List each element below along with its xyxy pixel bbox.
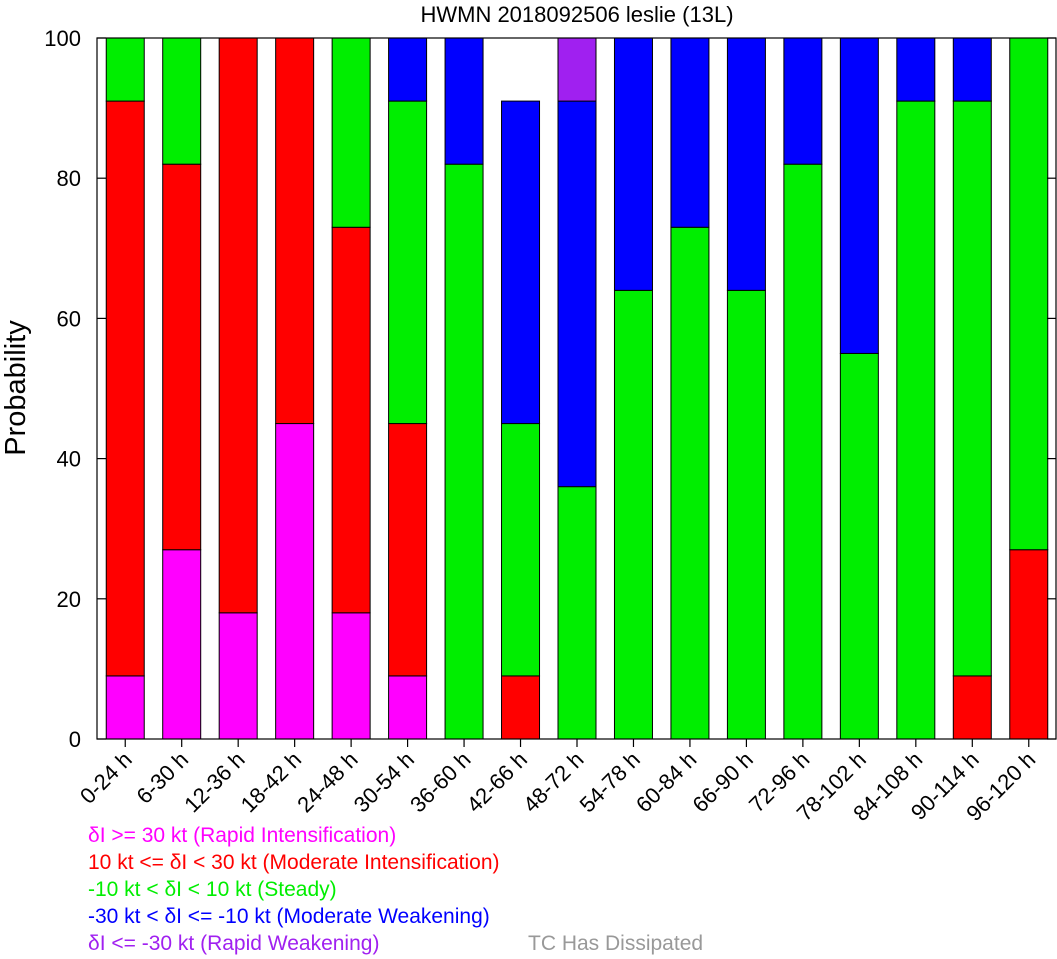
bar-segment-1-18-42h <box>275 423 315 740</box>
chart-title: HWMN 2018092506 leslie (13L) <box>420 2 733 27</box>
y-tick-labels: 0 20 40 60 80 100 <box>44 26 81 752</box>
bar-segment-2-42-66h <box>501 675 541 740</box>
bar-segment-1-30-54h <box>388 675 428 740</box>
bar-segment-4-36-60h <box>444 37 484 165</box>
bar-segment-3-54-78h <box>613 289 653 740</box>
y-axis-label: Probability <box>0 320 32 456</box>
bar-segment-2-18-42h <box>275 37 315 425</box>
bar-segment-3-24-48h <box>331 37 371 228</box>
bar-segment-2-30-54h <box>388 423 428 677</box>
bar-segment-1-12-36h <box>218 612 258 740</box>
bar-segment-2-24-48h <box>331 226 371 614</box>
probability-chart: HWMN 2018092506 leslie (13L) Probability… <box>0 2 1057 826</box>
bar-segment-2-96-120h <box>1009 549 1049 740</box>
y-tick-label: 60 <box>57 306 81 331</box>
bar-segment-3-48-72h <box>557 486 597 740</box>
bar-segment-4-72-96h <box>783 37 823 165</box>
x-tick-label: 36-60 h <box>405 747 475 817</box>
bar-segment-3-72-96h <box>783 163 823 740</box>
x-tick-label: 0-24 h <box>75 747 137 809</box>
bar-segment-2-12-36h <box>218 37 258 614</box>
bar-segment-4-54-78h <box>613 37 653 291</box>
legend-item-3: -10 kt < δI < 10 kt (Steady) <box>88 878 337 901</box>
bar-segment-5-48-72h <box>557 37 597 102</box>
bar-segment-3-60-84h <box>670 226 710 740</box>
bar-segment-1-0-24h <box>105 675 145 740</box>
x-tick-label: 18-42 h <box>236 747 306 817</box>
bar-segment-3-36-60h <box>444 163 484 740</box>
bar-segment-4-84-108h <box>896 37 936 102</box>
bar-segment-2-90-114h <box>952 675 992 740</box>
bar-segment-4-90-114h <box>952 37 992 102</box>
legend-item-1: δI >= 30 kt (Rapid Intensification) <box>88 824 397 847</box>
bar-series-group <box>105 37 1049 740</box>
x-tick-label: 54-78 h <box>575 747 645 817</box>
bar-segment-4-60-84h <box>670 37 710 228</box>
bar-segment-3-78-102h <box>839 352 879 740</box>
y-tick-label: 20 <box>57 587 81 612</box>
bar-segment-1-6-30h <box>162 549 202 740</box>
y-tick-label: 0 <box>69 727 81 752</box>
legend-item-2: 10 kt <= δI < 30 kt (Moderate Intensific… <box>88 851 500 874</box>
x-tick-label: 42-66 h <box>462 747 532 817</box>
axes-group <box>96 37 1057 747</box>
x-tick-label: 24-48 h <box>292 747 362 817</box>
x-tick-label: 30-54 h <box>349 747 419 817</box>
bar-segment-4-42-66h <box>501 100 541 425</box>
x-tick-label: 12-36 h <box>179 747 249 817</box>
bar-segment-2-0-24h <box>105 100 145 677</box>
legend-dissipated-label: TC Has Dissipated <box>528 932 704 955</box>
x-tick-label: 48-72 h <box>518 747 588 817</box>
bar-segment-4-30-54h <box>388 37 428 102</box>
y-tick-label: 100 <box>44 26 81 51</box>
bar-segment-3-90-114h <box>952 100 992 677</box>
bar-segment-1-24-48h <box>331 612 371 740</box>
bar-segment-4-66-90h <box>726 37 766 291</box>
y-tick-label: 40 <box>57 447 81 472</box>
bar-segment-2-6-30h <box>162 163 202 551</box>
y-tick-label: 80 <box>57 166 81 191</box>
bar-segment-3-96-120h <box>1009 37 1049 551</box>
bar-segment-4-78-102h <box>839 37 879 354</box>
x-tick-label: 60-84 h <box>631 747 701 817</box>
x-tick-labels: 0-24 h6-30 h12-36 h18-42 h24-48 h30-54 h… <box>75 747 1040 826</box>
bar-segment-3-0-24h <box>105 37 145 102</box>
x-tick-label: 66-90 h <box>688 747 758 817</box>
bar-segment-4-48-72h <box>557 100 597 488</box>
bar-segment-3-6-30h <box>162 37 202 165</box>
legend-item-5: δI <= -30 kt (Rapid Weakening) <box>88 932 380 955</box>
bar-segment-3-30-54h <box>388 100 428 425</box>
bar-segment-3-66-90h <box>726 289 766 740</box>
bar-segment-3-84-108h <box>896 100 936 740</box>
legend-item-4: -30 kt < δI <= -10 kt (Moderate Weakenin… <box>88 905 490 928</box>
bar-segment-3-42-66h <box>501 423 541 677</box>
